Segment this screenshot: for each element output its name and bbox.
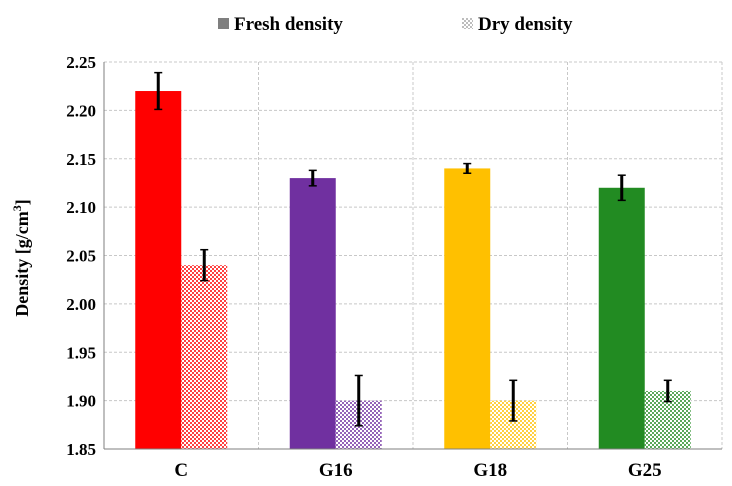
- legend-swatch-dry: [462, 18, 473, 29]
- y-tick-label: 1.95: [66, 343, 96, 362]
- bar-fresh-g18: [444, 168, 491, 450]
- error-bar-fresh-g18: [463, 162, 472, 175]
- error-bar-dry-g25: [663, 379, 672, 403]
- y-tick-label: 2.10: [66, 198, 96, 217]
- bar-fresh-c: [135, 91, 182, 450]
- error-bar-fresh-g16: [308, 169, 317, 187]
- y-axis-title: Density [g/cm3]: [10, 199, 32, 316]
- bars: [135, 91, 691, 450]
- category-labels: C G16 G18 G25: [174, 460, 661, 481]
- error-bar-dry-c: [200, 248, 209, 282]
- bar-fresh-g25: [598, 187, 645, 449]
- y-tick-label: 2.05: [66, 247, 96, 266]
- y-tick-label: 1.85: [66, 440, 96, 459]
- category-label-g16: G16: [319, 460, 353, 481]
- error-bar-dry-g16: [354, 374, 363, 427]
- legend-swatch-fresh: [218, 18, 229, 29]
- error-bar-fresh-c: [154, 71, 163, 111]
- y-tick-label: 2.15: [66, 150, 96, 169]
- legend: Fresh density Dry density: [218, 14, 573, 35]
- error-bar-dry-g18: [509, 379, 518, 422]
- legend-label-fresh: Fresh density: [234, 14, 343, 35]
- y-tick-labels: 1.85 1.90 1.95 2.00 2.05 2.10 2.15 2.20 2.25: [66, 53, 96, 459]
- bar-fresh-g16: [289, 178, 336, 449]
- y-tick-label: 2.25: [66, 53, 96, 72]
- bar-dry-c: [181, 265, 228, 449]
- y-tick-label: 1.90: [66, 392, 96, 411]
- category-label-g25: G25: [628, 460, 662, 481]
- y-tick-label: 2.00: [66, 295, 96, 314]
- axes: [103, 62, 722, 450]
- legend-label-dry: Dry density: [478, 14, 573, 35]
- category-label-g18: G18: [473, 460, 507, 481]
- category-label-c: C: [174, 460, 188, 481]
- error-bar-fresh-g25: [617, 174, 626, 202]
- y-tick-label: 2.20: [66, 101, 96, 120]
- error-bars: [154, 71, 672, 427]
